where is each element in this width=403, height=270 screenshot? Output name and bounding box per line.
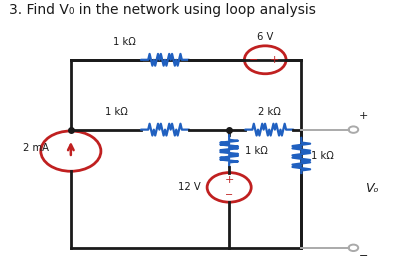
Text: 12 V: 12 V xyxy=(179,182,201,193)
Text: 3. Find V₀ in the network using loop analysis: 3. Find V₀ in the network using loop ana… xyxy=(9,4,316,17)
Text: 6 V: 6 V xyxy=(257,32,273,42)
Text: −: − xyxy=(359,251,368,261)
Text: −: − xyxy=(249,55,259,65)
Text: 2 mA: 2 mA xyxy=(23,143,49,153)
Text: +: + xyxy=(359,111,368,121)
Text: 2 kΩ: 2 kΩ xyxy=(258,107,280,117)
Text: 1 kΩ: 1 kΩ xyxy=(112,37,135,47)
Text: −: − xyxy=(225,190,233,200)
Text: +: + xyxy=(269,55,279,65)
Text: 1 kΩ: 1 kΩ xyxy=(312,151,334,161)
Text: +: + xyxy=(224,175,234,185)
Text: 1 kΩ: 1 kΩ xyxy=(104,107,127,117)
Text: Vₒ: Vₒ xyxy=(366,182,379,195)
Text: 1 kΩ: 1 kΩ xyxy=(245,146,268,156)
